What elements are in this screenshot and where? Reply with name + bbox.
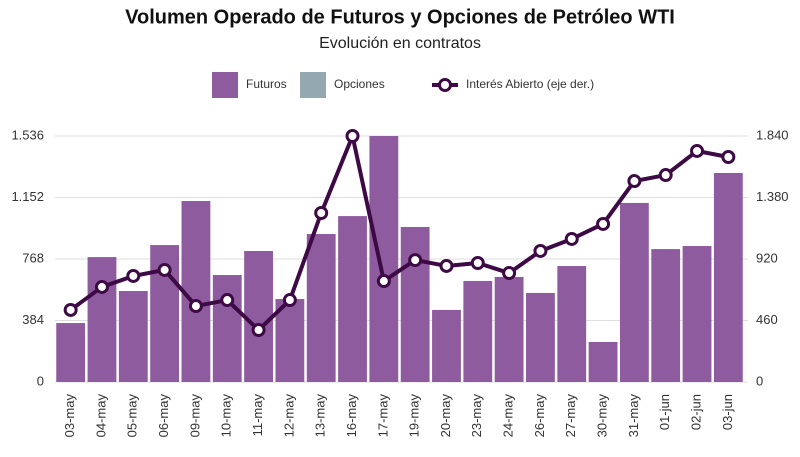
x-tick-label: 17-may — [375, 394, 390, 438]
bar — [494, 276, 524, 382]
x-tick-label: 20-may — [438, 394, 453, 438]
line-marker — [658, 168, 673, 183]
bar — [87, 257, 117, 382]
line-marker — [251, 322, 266, 337]
line-marker — [157, 262, 172, 277]
chart-subtitle: Evolución en contratos — [319, 35, 481, 52]
x-tick-label: 24-may — [501, 394, 516, 438]
line-marker — [188, 299, 203, 314]
bar — [369, 136, 399, 382]
line-marker — [220, 293, 235, 308]
line-marker — [533, 243, 548, 258]
bar — [526, 292, 555, 382]
x-tick-label: 03-may — [62, 394, 77, 438]
x-tick-label: 05-may — [125, 394, 140, 438]
line-marker — [721, 149, 736, 164]
x-tick-label: 13-may — [313, 394, 328, 438]
bar — [463, 280, 493, 382]
line-marker — [282, 293, 297, 308]
line-marker — [314, 206, 329, 221]
y-tick-label: 384 — [22, 312, 44, 327]
y2-tick-label: 0 — [756, 373, 763, 388]
bar — [682, 246, 712, 382]
bar — [244, 250, 273, 382]
line-marker — [94, 279, 109, 294]
bar — [588, 341, 618, 382]
x-tick-label: 27-may — [563, 394, 578, 438]
bar — [212, 275, 242, 382]
y-tick-label: 0 — [37, 373, 44, 388]
bar — [432, 309, 461, 382]
legend-label: Futuros — [246, 77, 287, 91]
line-marker — [345, 129, 360, 143]
line-marker — [439, 258, 454, 273]
line — [69, 134, 729, 332]
bar — [118, 291, 148, 382]
chart-title: Volumen Operado de Futuros y Opciones de… — [125, 6, 675, 28]
line-marker — [126, 268, 141, 283]
bar — [400, 226, 430, 382]
x-tick-label: 01-jun — [657, 394, 672, 430]
x-tick-label: 06-may — [156, 394, 171, 438]
x-tick-label: 23-may — [469, 394, 484, 438]
x-tick-label: 09-may — [187, 394, 202, 438]
legend-swatch — [212, 72, 238, 98]
x-tick-label: 11-may — [250, 394, 265, 437]
x-tick-label: 30-may — [595, 394, 610, 438]
x-tick-label: 31-may — [626, 394, 641, 438]
bar — [275, 299, 305, 382]
line-marker — [408, 253, 423, 268]
legend-label: Interés Abierto (eje der.) — [466, 77, 594, 91]
y2-tick-label: 1.380 — [756, 189, 789, 204]
y-tick-label: 768 — [22, 250, 44, 265]
x-tick-label: 26-may — [532, 394, 547, 438]
bar — [306, 234, 336, 382]
x-tick-label: 03-jun — [720, 394, 735, 430]
x-tick-label: 04-may — [93, 394, 108, 438]
x-tick-label: 10-may — [219, 394, 234, 438]
y-tick-label: 1.536 — [11, 127, 44, 142]
bar — [557, 266, 587, 382]
x-tick-label: 02-jun — [688, 394, 703, 430]
line-marker — [502, 266, 517, 281]
bar — [713, 172, 743, 382]
line-marker — [596, 216, 611, 231]
legend-swatch — [300, 72, 326, 98]
bar — [651, 249, 681, 382]
line-marker — [63, 302, 78, 317]
x-tick-label: 16-may — [344, 394, 359, 438]
y2-tick-label: 920 — [756, 250, 778, 265]
y2-tick-label: 1.840 — [756, 127, 789, 142]
legend-label: Opciones — [334, 77, 385, 91]
line-marker — [376, 274, 391, 289]
bar — [56, 323, 86, 382]
y2-tick-label: 460 — [756, 312, 778, 327]
bar — [338, 216, 367, 382]
x-tick-label: 12-may — [281, 394, 296, 438]
x-tick-label: 19-may — [407, 394, 422, 438]
y-tick-label: 1.152 — [11, 189, 44, 204]
line-marker — [564, 231, 579, 246]
line-marker — [690, 143, 705, 158]
bar — [181, 201, 211, 382]
bar — [619, 202, 649, 382]
line-marker — [627, 174, 642, 189]
legend-marker — [438, 78, 452, 92]
line-marker — [470, 256, 485, 271]
